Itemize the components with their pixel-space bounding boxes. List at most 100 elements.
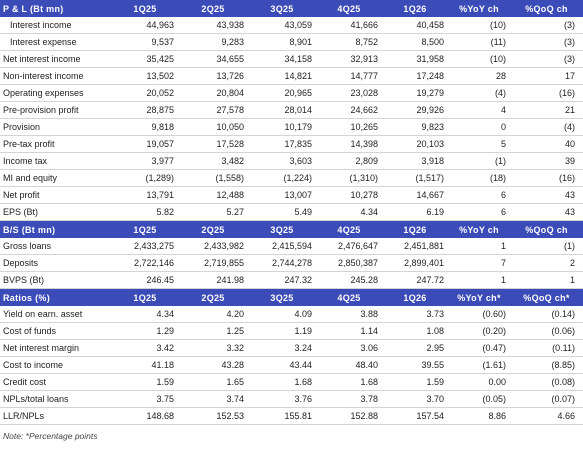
value-cell: (16) — [514, 84, 583, 102]
table-row: Pre-provision profit 28,875 27,578 28,014 24… — [0, 101, 583, 119]
value-cell: 3.75 — [112, 390, 178, 408]
value-cell: 23,028 — [316, 84, 382, 102]
value-cell: (0.08) — [514, 373, 583, 391]
value-cell: (1) — [514, 238, 583, 255]
value-cell: 1.14 — [316, 322, 382, 340]
value-cell: (1,517) — [382, 169, 448, 187]
value-cell: 4.66 — [514, 407, 583, 425]
value-cell: 247.32 — [248, 271, 316, 289]
table-row: Interest expense 9,537 9,283 8,901 8,752 8,50… — [0, 33, 583, 51]
header-cell: %YoY ch* — [448, 288, 514, 306]
value-cell: 152.53 — [178, 407, 248, 425]
value-cell: 1 — [448, 271, 514, 289]
value-cell: 8,901 — [248, 33, 316, 51]
row-label: Yield on earn. asset — [0, 306, 112, 323]
value-cell: 4.09 — [248, 306, 316, 323]
header-cell: %QoQ ch* — [514, 288, 583, 306]
financial-table: P & L (Bt mn) 1Q25 2Q25 3Q25 4Q25 1Q26 %YoY ch… — [0, 0, 583, 425]
value-cell: 0 — [448, 118, 514, 136]
header-cell: 1Q25 — [112, 288, 178, 306]
value-cell: (0.07) — [514, 390, 583, 408]
value-cell: 44,963 — [112, 17, 178, 34]
value-cell: (10) — [448, 50, 514, 68]
table-row: Gross loans 2,433,275 2,433,982 2,415,594 2,… — [0, 238, 583, 255]
table-row: EPS (Bt) 5.82 5.27 5.49 4.34 6.19 6 43 — [0, 203, 583, 221]
value-cell: 28 — [448, 67, 514, 85]
value-cell: 8,500 — [382, 33, 448, 51]
value-cell: 4.34 — [112, 306, 178, 323]
table-row: Credit cost 1.59 1.65 1.68 1.68 1.59 0.00 (0.08… — [0, 373, 583, 391]
row-label: Interest expense — [0, 33, 112, 51]
value-cell: 43 — [514, 186, 583, 204]
header-cell: %YoY ch — [448, 0, 514, 17]
value-cell: 3,482 — [178, 152, 248, 170]
row-label: EPS (Bt) — [0, 203, 112, 221]
value-cell: 28,014 — [248, 101, 316, 119]
value-cell: 2.95 — [382, 339, 448, 357]
value-cell: (1,558) — [178, 169, 248, 187]
value-cell: 9,283 — [178, 33, 248, 51]
row-label: BVPS (Bt) — [0, 271, 112, 289]
row-label: Income tax — [0, 152, 112, 170]
row-label: NPLs/total loans — [0, 390, 112, 408]
value-cell: (3) — [514, 17, 583, 34]
header-cell: 1Q25 — [112, 0, 178, 17]
row-label: Net interest income — [0, 50, 112, 68]
value-cell: (0.05) — [448, 390, 514, 408]
value-cell: 24,662 — [316, 101, 382, 119]
value-cell: 2,415,594 — [248, 238, 316, 255]
header-cell: 1Q26 — [382, 220, 448, 238]
note: Note: *Percentage points — [3, 431, 98, 441]
table-row: Operating expenses 20,052 20,804 20,965 23,0… — [0, 84, 583, 102]
table-row: LLR/NPLs 148.68 152.53 155.81 152.88 157.54 8.… — [0, 407, 583, 425]
value-cell: 43,938 — [178, 17, 248, 34]
value-cell: 10,278 — [316, 186, 382, 204]
section-header: P & L (Bt mn) 1Q25 2Q25 3Q25 4Q25 1Q26 %YoY ch… — [0, 0, 583, 17]
value-cell: 48.40 — [316, 356, 382, 374]
header-cell: 4Q25 — [316, 288, 382, 306]
table-row: Cost of funds 1.29 1.25 1.19 1.14 1.08 (0.20)(… — [0, 322, 583, 340]
header-cell: B/S (Bt mn) — [0, 220, 112, 238]
value-cell: 1 — [448, 238, 514, 255]
value-cell: 14,667 — [382, 186, 448, 204]
value-cell: 13,726 — [178, 67, 248, 85]
value-cell: 43 — [514, 203, 583, 221]
section-header: B/S (Bt mn) 1Q25 2Q25 3Q25 4Q25 1Q26 %YoY ch %Q… — [0, 220, 583, 238]
value-cell: (3) — [514, 33, 583, 51]
value-cell: 6 — [448, 186, 514, 204]
header-cell: %YoY ch — [448, 220, 514, 238]
header-cell: 2Q25 — [178, 288, 248, 306]
row-label: Cost of funds — [0, 322, 112, 340]
header-cell: 3Q25 — [248, 0, 316, 17]
value-cell: 1.59 — [382, 373, 448, 391]
table-row: Yield on earn. asset 4.34 4.20 4.09 3.88 3.73… — [0, 306, 583, 323]
value-cell: 6.19 — [382, 203, 448, 221]
value-cell: (0.11) — [514, 339, 583, 357]
value-cell: 9,818 — [112, 118, 178, 136]
value-cell: (1) — [448, 152, 514, 170]
value-cell: 0.00 — [448, 373, 514, 391]
value-cell: 3.88 — [316, 306, 382, 323]
value-cell: 2,476,647 — [316, 238, 382, 255]
row-label: Pre-tax profit — [0, 135, 112, 153]
value-cell: 5 — [448, 135, 514, 153]
value-cell: 10,179 — [248, 118, 316, 136]
value-cell: 2,433,275 — [112, 238, 178, 255]
table-row: Income tax 3,977 3,482 3,603 2,809 3,918 (1) 39 — [0, 152, 583, 170]
value-cell: 14,398 — [316, 135, 382, 153]
value-cell: (18) — [448, 169, 514, 187]
header-cell: 4Q25 — [316, 220, 382, 238]
value-cell: (1,224) — [248, 169, 316, 187]
header-cell: 3Q25 — [248, 288, 316, 306]
value-cell: 40,458 — [382, 17, 448, 34]
value-cell: (0.60) — [448, 306, 514, 323]
header-cell: P & L (Bt mn) — [0, 0, 112, 17]
value-cell: 17,835 — [248, 135, 316, 153]
value-cell: 5.82 — [112, 203, 178, 221]
value-cell: 12,488 — [178, 186, 248, 204]
value-cell: 1.68 — [248, 373, 316, 391]
value-cell: 14,821 — [248, 67, 316, 85]
header-cell: 1Q26 — [382, 288, 448, 306]
value-cell: 34,655 — [178, 50, 248, 68]
value-cell: 4.34 — [316, 203, 382, 221]
